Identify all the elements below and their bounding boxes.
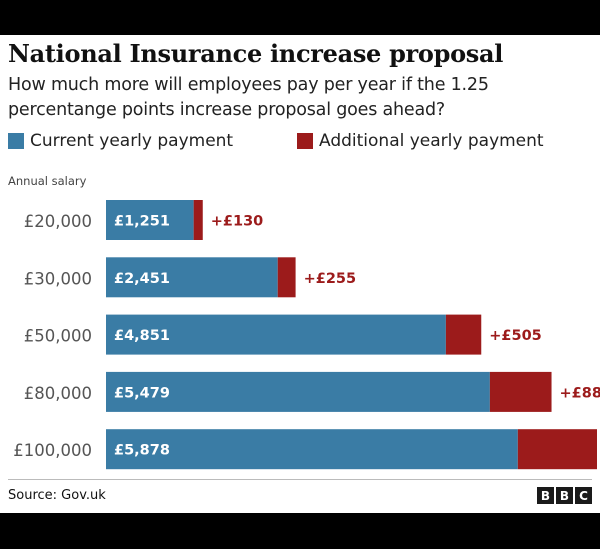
data-label-additional: +£505 [489, 328, 542, 344]
bar-current [106, 429, 518, 470]
data-label-additional: +£255 [304, 271, 357, 287]
bar-current [106, 371, 490, 412]
bar-additional [445, 314, 482, 355]
data-label-current: £2,451 [114, 271, 170, 287]
legend-swatch-additional [297, 133, 313, 149]
logo-letter-1: B [537, 487, 554, 504]
category-label: £100,000 [13, 441, 92, 460]
logo-letter-2: B [556, 487, 573, 504]
bar-current [106, 314, 446, 355]
legend-swatch-current [8, 133, 24, 149]
category-label: £20,000 [24, 212, 92, 231]
bar-additional [489, 371, 552, 412]
bar-current [106, 200, 194, 240]
bar-chart: £20,000 £1,251 +£130 £30,000 £2,451 +£255 £50,… [13, 200, 600, 470]
bbc-logo: B B C [537, 487, 592, 504]
data-label-additional: +£880 [560, 385, 600, 401]
data-label-current: £5,479 [114, 385, 170, 401]
chart-subtitle: How much more will employees pay per yea… [8, 75, 489, 120]
legend-label-current: Current yearly payment [30, 131, 234, 151]
axis-caption: Annual salary [8, 174, 87, 188]
footer-divider [8, 479, 592, 480]
bar-additional [193, 200, 203, 240]
legend-item-additional: Additional yearly payment [297, 131, 544, 151]
chart-panel: National Insurance increase proposal How… [0, 35, 600, 513]
data-label-current: £5,878 [114, 443, 170, 459]
data-label-current: £4,851 [114, 328, 170, 344]
logo-letter-3: C [575, 487, 592, 504]
category-label: £80,000 [24, 384, 92, 403]
legend-item-current: Current yearly payment [8, 131, 233, 151]
source-note: Source: Gov.uk [8, 488, 106, 503]
bar-current [106, 257, 278, 298]
legend-label-additional: Additional yearly payment [319, 131, 544, 151]
data-label-additional: +£130 [211, 214, 264, 230]
legend: Current yearly payment Additional yearly… [0, 131, 600, 155]
category-label: £30,000 [24, 269, 92, 288]
bar-additional [517, 429, 597, 470]
category-label: £50,000 [24, 327, 92, 346]
bar-additional [277, 257, 296, 298]
data-label-current: £1,251 [114, 214, 170, 230]
chart-title: National Insurance increase proposal [8, 39, 504, 68]
